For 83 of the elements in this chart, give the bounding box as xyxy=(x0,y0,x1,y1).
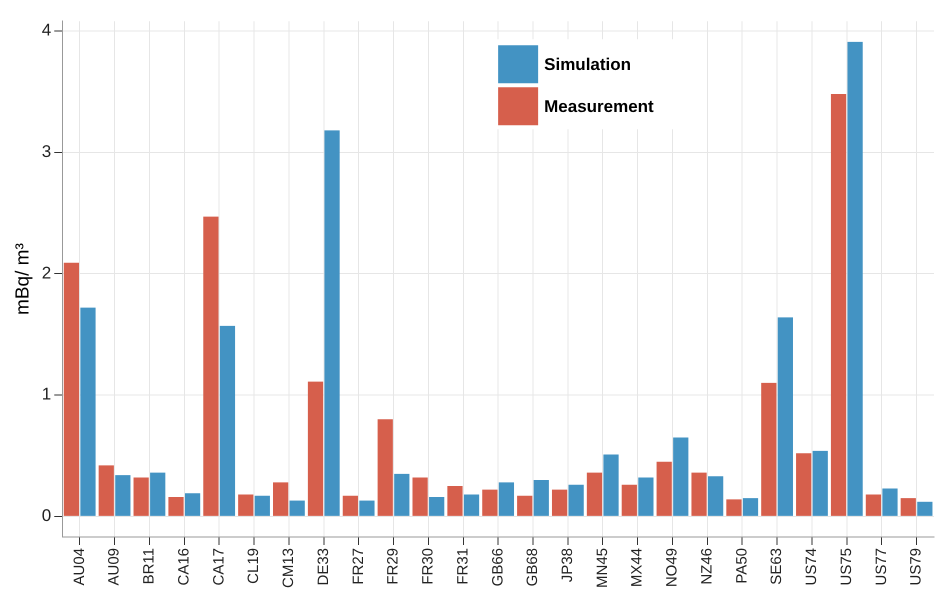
x-tick-label: CA17 xyxy=(210,548,228,586)
x-tick-label: AU04 xyxy=(70,548,88,586)
bar xyxy=(482,490,498,516)
x-tick-label: FR31 xyxy=(454,548,472,585)
x-tick-label: NZ46 xyxy=(698,548,716,585)
bar xyxy=(378,419,393,516)
x-tick-label: SE63 xyxy=(768,548,786,585)
bar xyxy=(134,478,149,516)
bar xyxy=(447,486,463,516)
x-tick-label: US74 xyxy=(803,548,820,586)
x-tick-label: CL19 xyxy=(245,548,262,584)
bar xyxy=(342,496,358,516)
bar xyxy=(394,474,410,516)
x-tick-label: NO49 xyxy=(664,548,681,588)
bar xyxy=(796,453,812,516)
bar xyxy=(812,450,828,516)
bar xyxy=(238,494,254,516)
bar xyxy=(98,465,114,516)
bar xyxy=(168,496,184,516)
y-tick-label: 1 xyxy=(42,384,52,404)
bar xyxy=(622,484,637,516)
bar xyxy=(603,454,619,516)
x-tick-label: JP38 xyxy=(559,548,576,582)
x-tick-label: US79 xyxy=(908,548,925,586)
legend-label: Simulation xyxy=(544,54,632,74)
bar xyxy=(866,494,882,516)
bar xyxy=(64,262,80,516)
x-tick-label: FR27 xyxy=(350,548,367,585)
x-tick-label: MN45 xyxy=(594,548,611,588)
bar xyxy=(656,462,672,516)
bar xyxy=(900,498,916,516)
x-tick-label: DE33 xyxy=(314,548,332,586)
legend-label: Measurement xyxy=(544,96,654,116)
y-tick-label: 0 xyxy=(42,506,52,526)
x-tick-label: US75 xyxy=(838,548,855,586)
bar xyxy=(220,326,236,516)
bar xyxy=(882,488,898,516)
bar xyxy=(568,484,584,516)
bar xyxy=(150,472,166,516)
x-tick-label: FR30 xyxy=(420,548,437,585)
bar xyxy=(726,499,742,516)
bar xyxy=(691,472,707,516)
x-tick-label: MX44 xyxy=(628,548,646,588)
bar xyxy=(534,480,549,516)
bar xyxy=(761,382,776,516)
bar xyxy=(917,502,932,516)
bar xyxy=(324,130,340,516)
bar xyxy=(359,500,375,516)
bar xyxy=(673,437,688,516)
x-tick-label: CA16 xyxy=(175,548,192,586)
bar xyxy=(498,482,514,516)
y-axis-title: mBq/ m³ xyxy=(12,243,34,315)
bar xyxy=(586,472,602,516)
bar xyxy=(708,476,724,516)
x-tick-label: GB68 xyxy=(524,548,542,586)
bar xyxy=(429,496,444,516)
x-tick-label: BR11 xyxy=(140,548,158,584)
x-tick-label: PA50 xyxy=(733,548,750,584)
y-tick-label: 4 xyxy=(42,20,52,40)
bar xyxy=(742,498,758,516)
x-tick-label: FR29 xyxy=(384,548,402,585)
x-tick-label: US77 xyxy=(872,548,890,586)
y-tick-label: 2 xyxy=(42,263,52,282)
x-tick-label: AU09 xyxy=(106,548,123,586)
bar xyxy=(273,482,288,516)
bar xyxy=(778,317,793,516)
bar xyxy=(638,478,654,516)
bar xyxy=(517,496,532,516)
y-tick-label: 3 xyxy=(42,142,52,161)
bar xyxy=(412,478,428,516)
bar xyxy=(464,494,480,516)
bar xyxy=(552,490,568,516)
bar xyxy=(290,500,305,516)
bar xyxy=(80,308,96,516)
x-tick-label: GB66 xyxy=(489,548,506,586)
bar xyxy=(847,42,863,516)
bar xyxy=(830,94,846,516)
bar xyxy=(308,382,324,516)
bar xyxy=(115,475,130,516)
bar xyxy=(254,496,270,516)
bar xyxy=(203,216,219,516)
x-tick-label: CM13 xyxy=(280,548,298,588)
bar xyxy=(184,493,200,516)
